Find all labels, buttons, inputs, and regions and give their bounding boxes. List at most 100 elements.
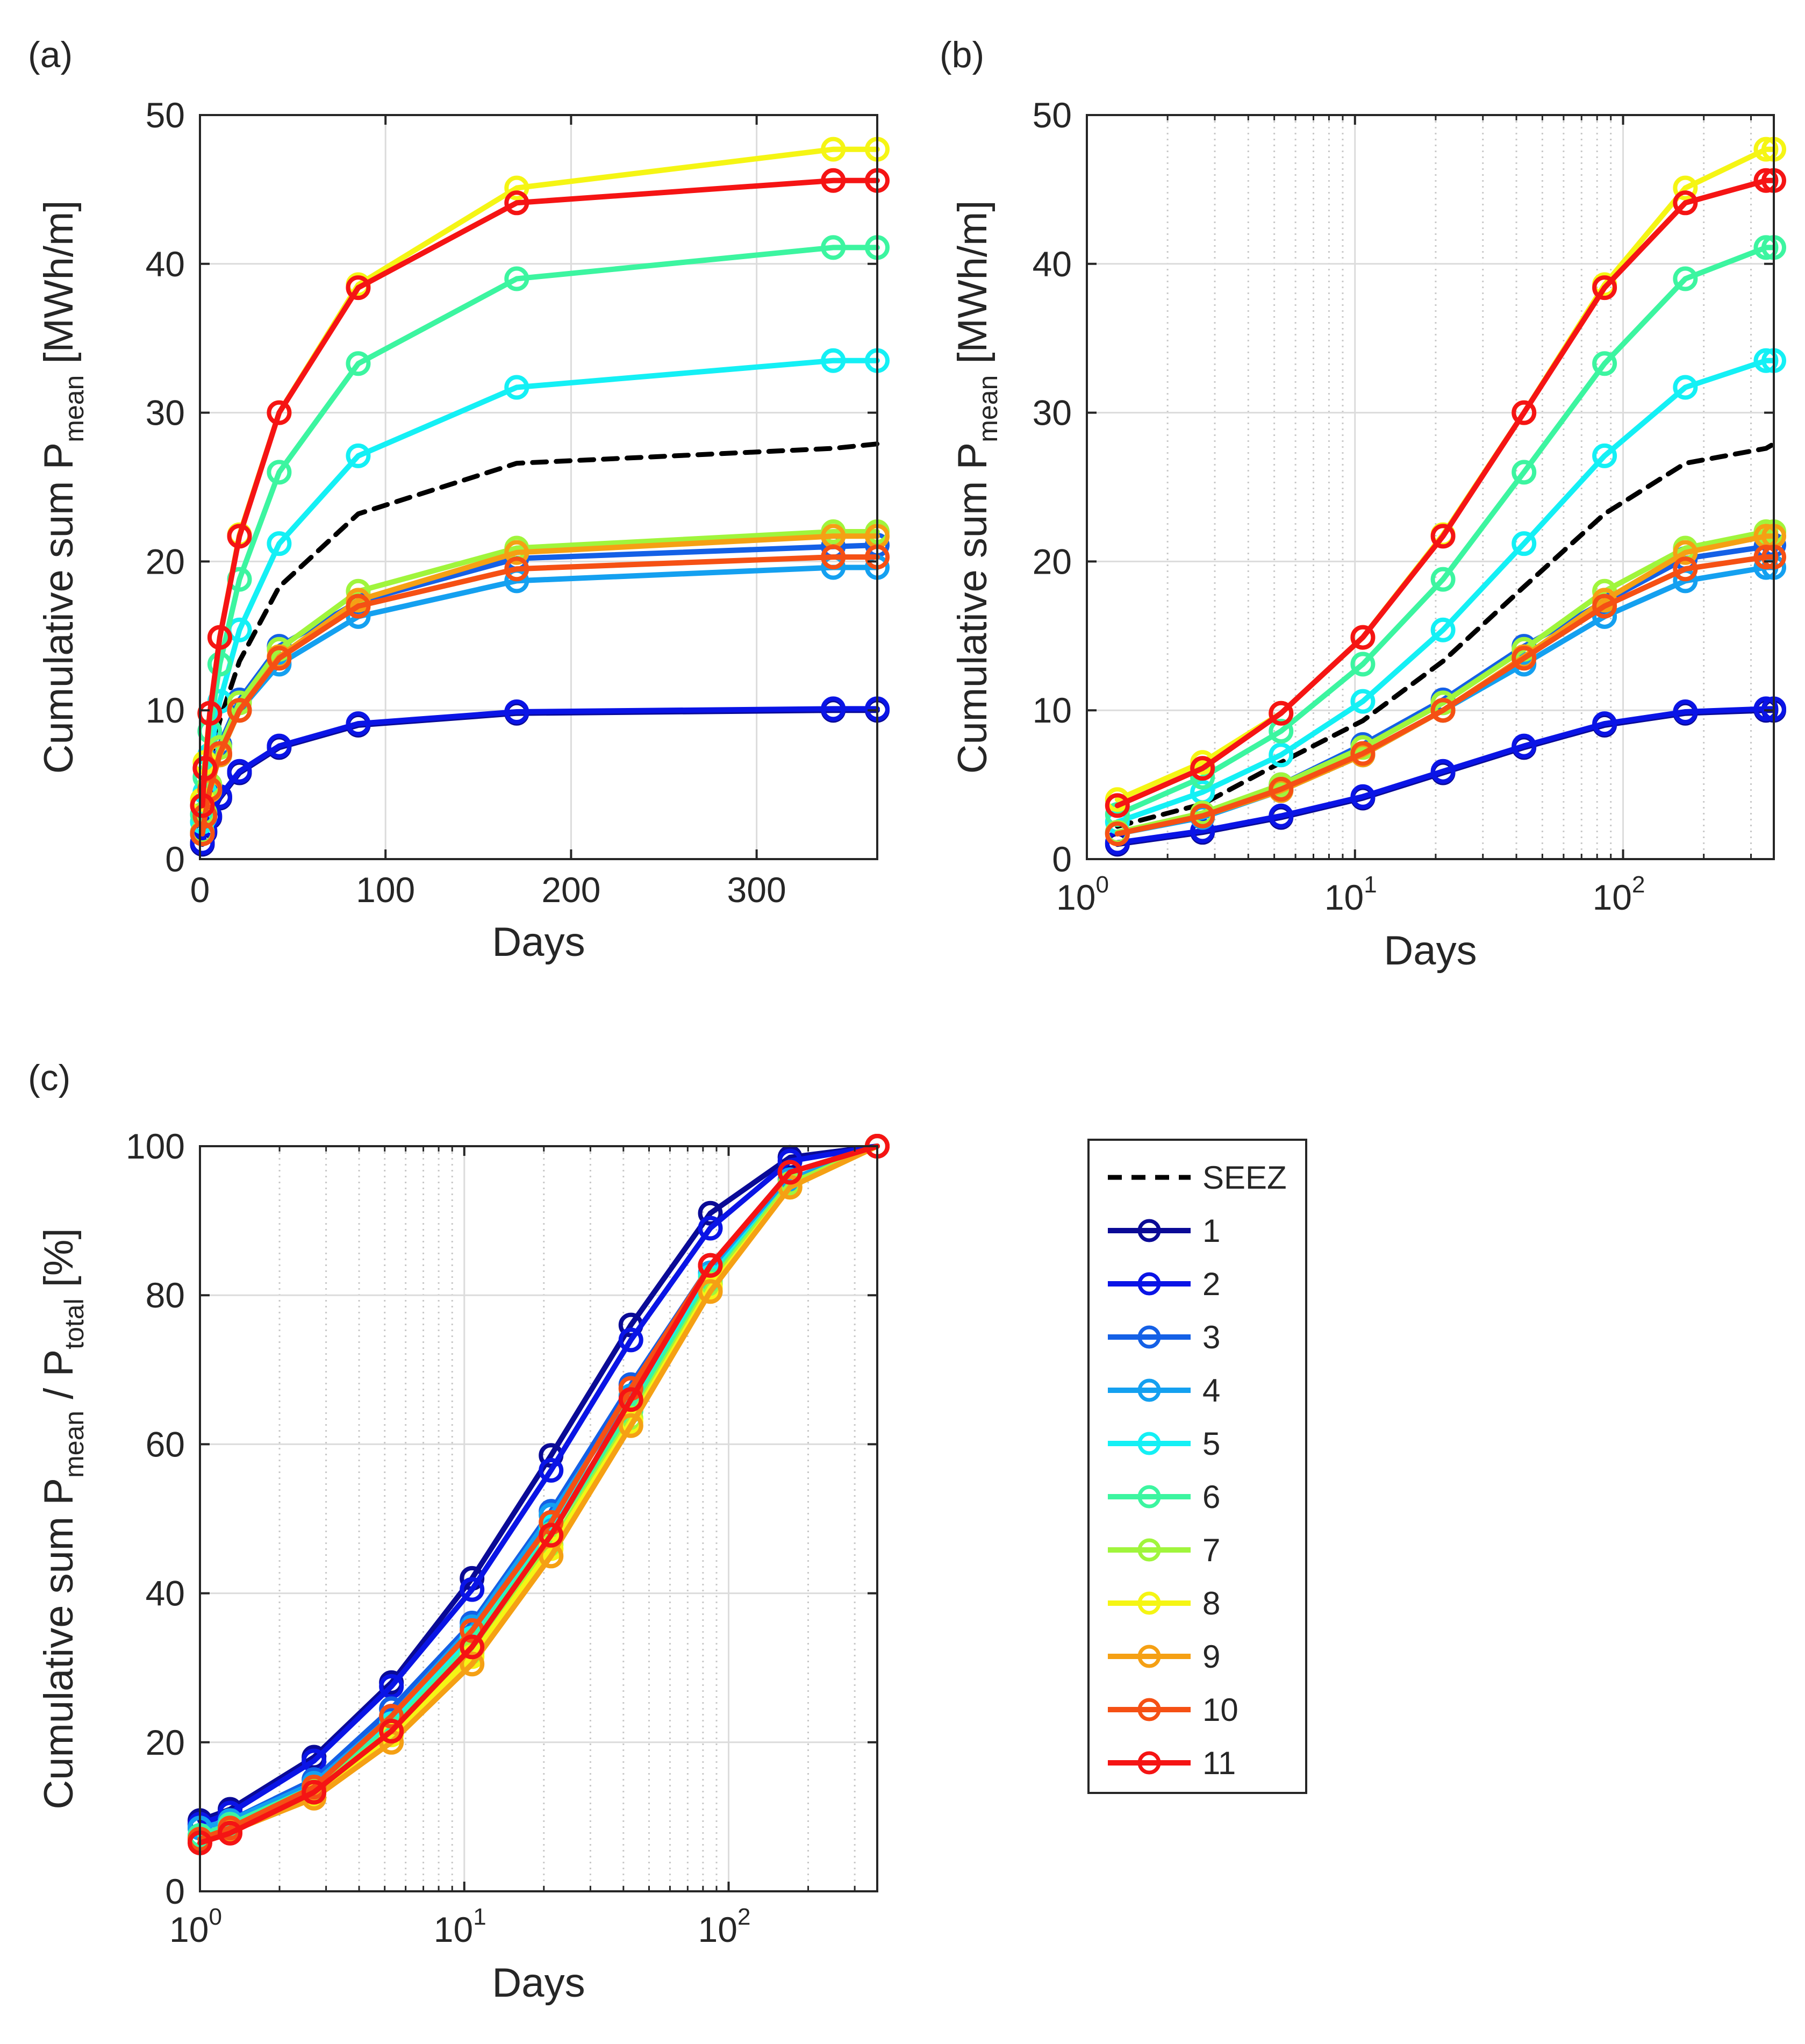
- series-6-point-7: [504, 266, 529, 291]
- series-5-point-5: [1512, 531, 1537, 556]
- y-axis-title-subscript: mean: [973, 375, 1003, 442]
- legend-item-3-label: 3: [1202, 1319, 1220, 1355]
- series-2-point-6: [618, 1327, 643, 1353]
- x-tick-label: 300: [727, 870, 786, 910]
- panel-label: (b): [940, 34, 984, 75]
- series-11-line: [1114, 177, 1777, 809]
- series-11-point-7: [1673, 190, 1698, 216]
- y-axis-title-main: Cumulative sum P: [36, 442, 82, 774]
- series-6-point-6: [1592, 351, 1617, 376]
- axes-box: [199, 1145, 878, 1892]
- y-axis-title-unit: [MWh/m]: [950, 201, 995, 375]
- y-tick-label: 50: [1033, 95, 1072, 135]
- series-5-point-8: [1753, 348, 1779, 373]
- panel-label: (c): [28, 1057, 70, 1098]
- x-tick-label: 200: [541, 870, 600, 910]
- y-tick-label: 10: [146, 690, 185, 730]
- legend-item-1-label: 1: [1202, 1213, 1220, 1249]
- legend-item-9-label: 9: [1202, 1639, 1220, 1675]
- y-axis-title-main: Cumulative sum P: [950, 442, 995, 774]
- series-seez-line: [200, 441, 880, 829]
- x-tick-label: 102: [1593, 871, 1645, 917]
- panel-a: (a) 0 100 200 300 0 10 20 30 40 50 Days Cumulative s…: [28, 34, 890, 965]
- series-6-line: [1114, 245, 1777, 817]
- series-6-point-4: [1430, 567, 1456, 592]
- series-10-line: [1114, 554, 1777, 837]
- legend-box: [1087, 1139, 1307, 1794]
- grid: [200, 115, 877, 859]
- series-5-point-8: [821, 348, 846, 373]
- y-tick-label: 40: [146, 1574, 185, 1613]
- series-10-point-4: [227, 698, 252, 723]
- series-10-point-3: [1350, 741, 1376, 766]
- series-2-point-7: [504, 699, 529, 724]
- series-9-point-7: [698, 1279, 723, 1304]
- series-9-point-7: [504, 540, 529, 565]
- y-axis-title: Cumulative sum Pmean [MWh/m]: [36, 201, 89, 774]
- legend-item-5-label: 5: [1202, 1426, 1220, 1462]
- y-tick-label: 30: [1033, 393, 1072, 433]
- series-2-point-5: [539, 1457, 564, 1483]
- y-tick-label: 50: [146, 95, 185, 135]
- legend-item-6-label: 6: [1202, 1479, 1220, 1515]
- series-5-line: [1114, 358, 1777, 825]
- series-group: [190, 137, 890, 857]
- y-tick-label: 20: [1033, 541, 1072, 581]
- series-2-point-6: [346, 711, 371, 737]
- legend-item-4-label: 4: [1202, 1373, 1220, 1409]
- series-11-point-2: [302, 1779, 327, 1805]
- legend-item-11-label: 11: [1202, 1745, 1236, 1781]
- x-axis-title: Days: [492, 1960, 585, 2006]
- x-tick-base: 10: [434, 1910, 473, 1949]
- series-5-point-2: [1269, 742, 1294, 768]
- series-2-point-1: [1190, 818, 1215, 844]
- series-group: [188, 1134, 890, 1855]
- legend-item-10-marker: [1137, 1698, 1161, 1721]
- x-tick-label: 100: [356, 870, 415, 910]
- series-10-point-5: [267, 646, 292, 671]
- series-11-point-5: [1512, 400, 1537, 425]
- series-2-point-5: [267, 733, 292, 759]
- y-tick-label: 40: [146, 244, 185, 284]
- series-10-point-3: [379, 1704, 404, 1729]
- series-seez-line: [1115, 441, 1777, 829]
- y-tick-label: 30: [146, 393, 185, 433]
- series-11-point-8: [821, 168, 846, 193]
- series-2-point-8: [821, 696, 846, 721]
- series-10-point-3: [207, 741, 232, 766]
- series-9-point-4: [460, 1652, 485, 1677]
- legend-item-seez-label: SEEZ: [1202, 1160, 1287, 1196]
- series-2-line: [1114, 706, 1777, 846]
- series-6-point-7: [1673, 266, 1698, 291]
- series-11-point-5: [539, 1523, 564, 1548]
- series-group: [1105, 137, 1786, 857]
- series-11-point-5: [267, 400, 292, 425]
- x-tick-base: 10: [169, 1910, 209, 1949]
- series-6-point-8: [1753, 235, 1779, 260]
- y-tick-label: 0: [1052, 839, 1072, 879]
- y-tick-label: 80: [146, 1275, 185, 1315]
- series-11-point-1: [218, 1820, 243, 1846]
- x-tick-base: 10: [1056, 877, 1095, 917]
- series-11-point-6: [1592, 275, 1617, 301]
- y-tick-label: 10: [1033, 690, 1072, 730]
- x-tick-label: 0: [190, 870, 210, 910]
- series-8-point-8: [821, 137, 846, 162]
- x-tick-exponent: 0: [209, 1904, 221, 1930]
- y-axis-title-unit: [MWh/m]: [36, 201, 82, 375]
- legend-item-2-marker: [1137, 1272, 1161, 1296]
- series-11-point-1: [192, 756, 218, 781]
- series-11-point-3: [379, 1719, 404, 1744]
- x-tick-label: 101: [434, 1904, 486, 1949]
- y-axis-title-mid: / P: [36, 1349, 82, 1411]
- x-tick-label: 100: [169, 1904, 222, 1949]
- series-11-point-8: [1753, 168, 1779, 193]
- series-5-point-4: [1430, 617, 1456, 642]
- series-11-point-7: [698, 1253, 723, 1278]
- series-5-point-6: [346, 443, 371, 468]
- series-11-point-6: [618, 1387, 643, 1412]
- series-1-point-7: [698, 1200, 723, 1226]
